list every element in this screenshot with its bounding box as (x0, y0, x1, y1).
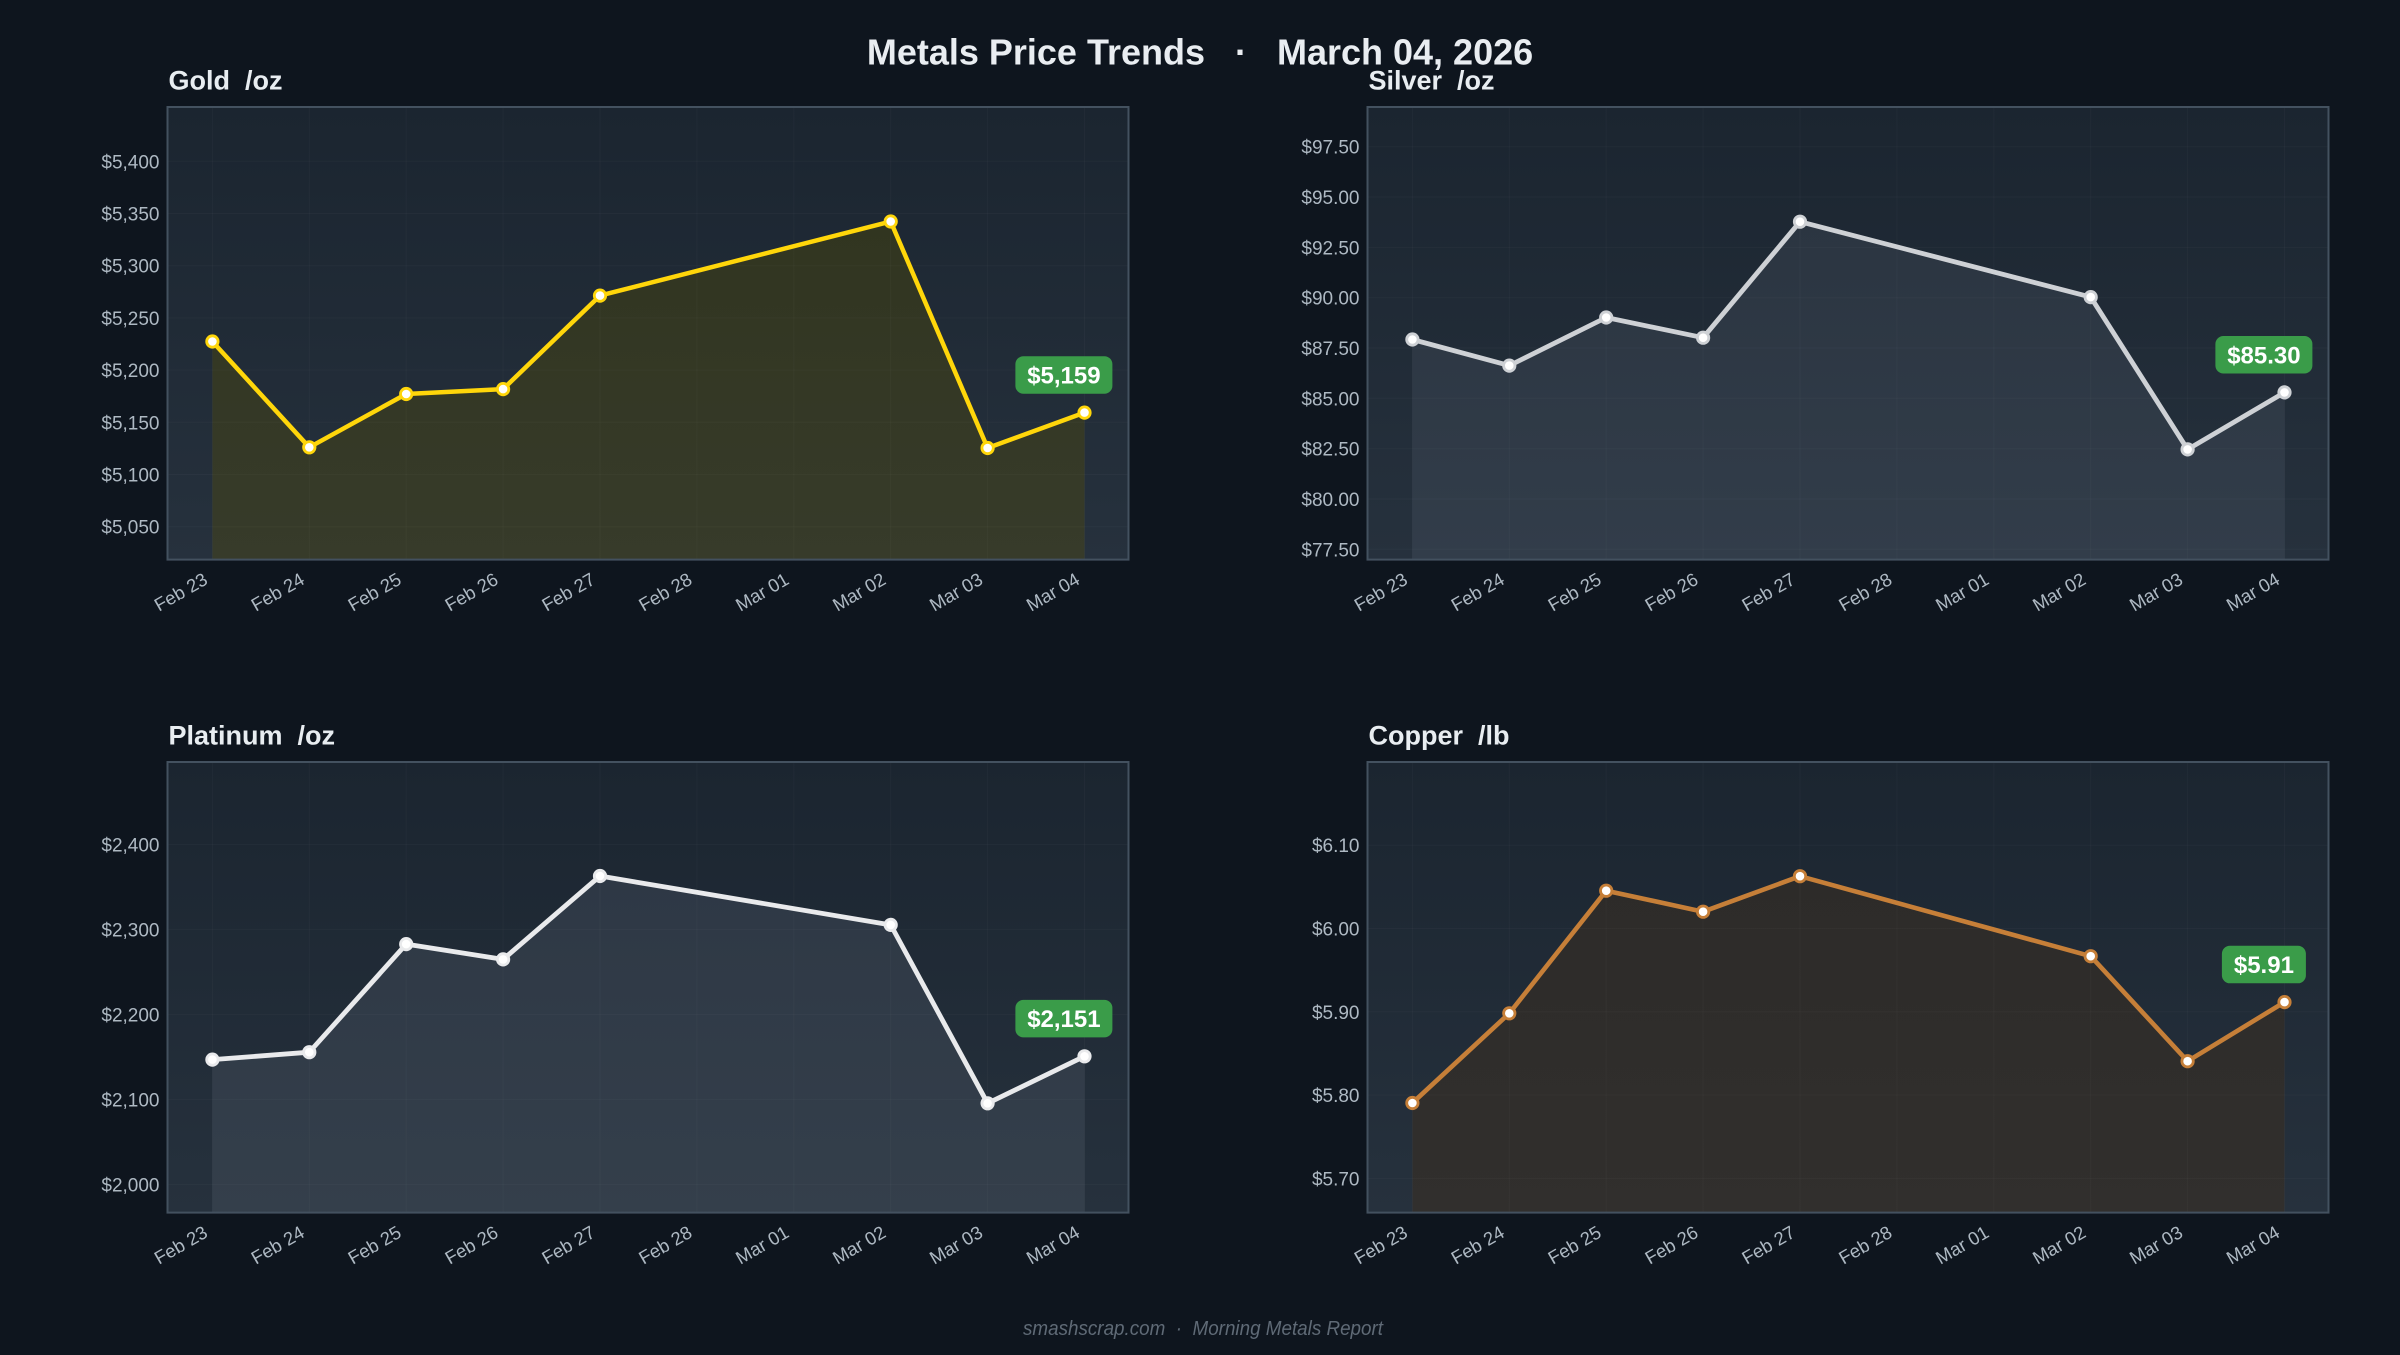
svg-text:$90.00: $90.00 (1301, 289, 1359, 310)
svg-text:$87.50: $87.50 (1301, 339, 1359, 360)
svg-text:$85.00: $85.00 (1301, 389, 1359, 410)
svg-text:$2,151: $2,151 (1027, 1006, 1100, 1033)
svg-text:$5,300: $5,300 (101, 257, 159, 278)
svg-text:$2,300: $2,300 (101, 920, 159, 941)
svg-text:smashscrap.com · Morning Met: smashscrap.com · Morning Metals Report (1023, 1318, 1384, 1340)
svg-text:Platinum /oz: Platinum /oz (169, 721, 336, 751)
svg-text:$2,000: $2,000 (101, 1175, 159, 1196)
svg-text:$5,050: $5,050 (101, 518, 159, 539)
svg-text:$2,100: $2,100 (101, 1090, 159, 1111)
svg-text:$2,400: $2,400 (101, 835, 159, 856)
svg-text:$92.50: $92.50 (1301, 238, 1359, 259)
svg-text:Copper /lb: Copper /lb (1369, 721, 1510, 751)
svg-text:$2,200: $2,200 (101, 1005, 159, 1026)
svg-text:$6.10: $6.10 (1312, 836, 1360, 857)
svg-text:$5.70: $5.70 (1312, 1169, 1360, 1190)
svg-text:$6.00: $6.00 (1312, 920, 1360, 941)
svg-text:$5.90: $5.90 (1312, 1003, 1360, 1024)
svg-text:$5,150: $5,150 (101, 413, 159, 434)
svg-text:$5.91: $5.91 (2234, 952, 2294, 979)
svg-text:$85.30: $85.30 (2227, 342, 2300, 369)
svg-text:$5.80: $5.80 (1312, 1086, 1360, 1107)
svg-text:$5,350: $5,350 (101, 205, 159, 226)
svg-text:$95.00: $95.00 (1301, 188, 1359, 209)
svg-text:$5,159: $5,159 (1027, 363, 1100, 390)
svg-text:$5,400: $5,400 (101, 152, 159, 173)
svg-text:Gold /oz: Gold /oz (169, 65, 283, 95)
svg-text:$80.00: $80.00 (1301, 490, 1359, 511)
svg-text:Silver /oz: Silver /oz (1369, 65, 1495, 95)
svg-text:Metals Price Trends · Marc: Metals Price Trends · March 04, 2026 (867, 32, 1533, 73)
svg-text:$97.50: $97.50 (1301, 138, 1359, 159)
svg-text:$5,100: $5,100 (101, 466, 159, 487)
svg-text:$5,200: $5,200 (101, 361, 159, 382)
svg-text:$77.50: $77.50 (1301, 540, 1359, 561)
svg-text:$82.50: $82.50 (1301, 440, 1359, 461)
svg-text:$5,250: $5,250 (101, 309, 159, 330)
